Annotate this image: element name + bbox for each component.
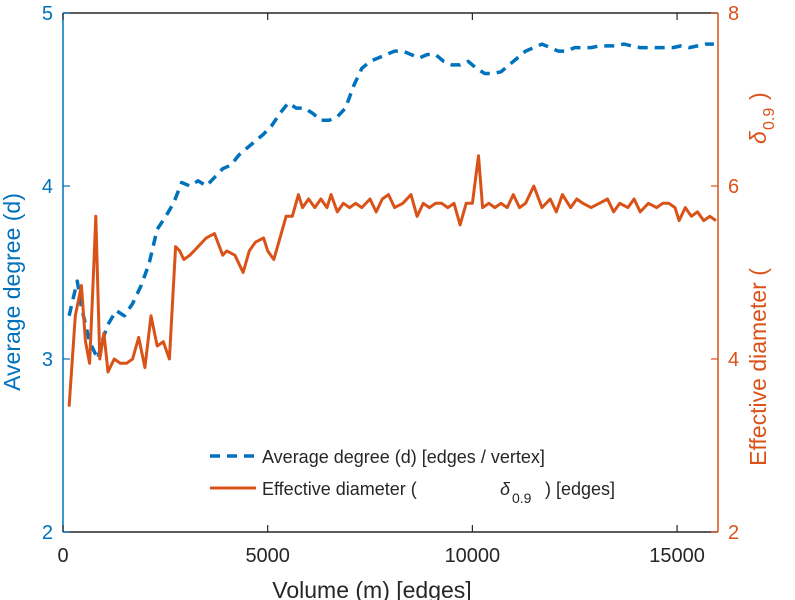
right-y-tick-label: 4 <box>728 349 739 371</box>
x-tick-label: 5000 <box>245 545 290 567</box>
legend-label-effective-diameter-prefix: Effective diameter ( <box>262 479 417 499</box>
legend-label-effective-diameter-symbol: δ <box>500 479 511 499</box>
legend: Average degree (d) [edges / vertex] Effe… <box>210 447 615 506</box>
axes <box>62 12 719 533</box>
left-y-tick-label: 5 <box>42 3 53 25</box>
left-y-tick-label: 3 <box>42 349 53 371</box>
right-y-tick-label: 6 <box>728 176 739 198</box>
legend-label-average-degree: Average degree (d) [edges / vertex] <box>262 447 545 467</box>
series-line-effective-diameter <box>67 154 717 407</box>
tick-marks-and-labels: 0 5000 10000 15000 2 3 4 5 2 4 6 8 <box>42 3 739 567</box>
right-y-axis-label-prefix: Effective diameter ( <box>745 268 771 466</box>
x-tick-label: 10000 <box>445 545 501 567</box>
right-y-axis-label-suffix: ) <box>745 92 771 100</box>
legend-label-effective-diameter-suffix: ) [edges] <box>545 479 615 499</box>
series-lines <box>67 42 717 407</box>
right-y-axis-label-subscript: 0.9 <box>761 108 778 130</box>
left-y-tick-label: 4 <box>42 176 53 198</box>
x-axis-label: Volume (m) [edges] <box>272 577 471 600</box>
left-y-tick-label: 2 <box>42 522 53 544</box>
x-tick-label: 15000 <box>649 545 705 567</box>
right-y-tick-label: 2 <box>728 522 739 544</box>
right-y-tick-label: 8 <box>728 3 739 25</box>
legend-label-effective-diameter-subscript: 0.9 <box>512 490 532 506</box>
series-line-average-degree <box>67 42 714 361</box>
right-y-axis-label-symbol: δ <box>745 131 771 144</box>
right-y-axis-label: Effective diameter ( δ 0.9 ) <box>745 92 778 466</box>
x-tick-label: 0 <box>57 545 68 567</box>
left-y-axis-label: Average degree (d) <box>0 193 25 391</box>
